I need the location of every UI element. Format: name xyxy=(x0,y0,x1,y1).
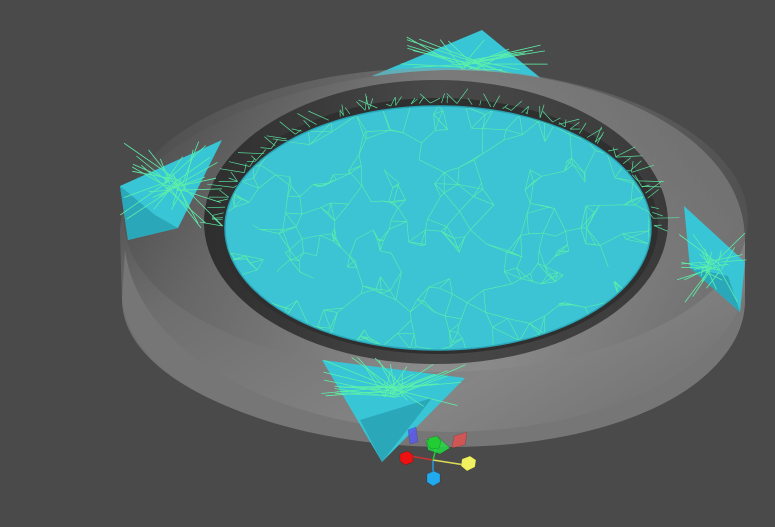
axis-handle-y[interactable] xyxy=(426,435,442,450)
axis-handle-x[interactable] xyxy=(399,450,414,466)
plane-handle-xy[interactable] xyxy=(407,426,419,445)
axis-handle-z[interactable] xyxy=(426,470,441,487)
plane-handle-xz[interactable] xyxy=(451,431,468,449)
corner-piece-bottom[interactable] xyxy=(321,356,466,462)
corner-piece-right[interactable] xyxy=(676,206,747,312)
corner-piece-left[interactable] xyxy=(119,140,224,240)
transform-gizmo[interactable] xyxy=(399,426,477,487)
center-handle[interactable] xyxy=(460,455,477,472)
water-surface-mesh[interactable] xyxy=(224,105,652,351)
